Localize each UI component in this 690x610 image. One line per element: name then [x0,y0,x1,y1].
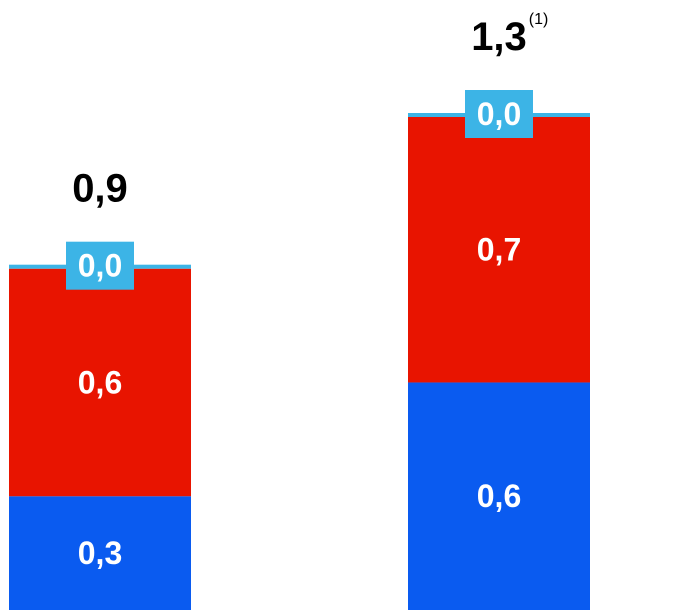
bar-segment-1-2 [9,268,191,497]
segment-label-1-3: 0,0 [78,248,122,284]
segment-label-2-2: 0,7 [477,232,521,268]
segment-badge-1-3 [66,241,134,290]
segment-label-2-3: 0,0 [477,96,521,132]
bar-segment-2-1 [408,382,590,610]
segment-label-1-1: 0,3 [78,535,122,571]
bar-segment-1-1 [9,496,191,610]
segment-label-2-1: 0,6 [477,478,521,514]
segment-label-1-2: 0,6 [78,364,122,400]
bar-segment-2-2 [408,117,590,383]
total-label-2: 1,3 [471,15,527,59]
segment-badge-2-3 [465,90,533,138]
total-label-1: 0,9 [72,167,128,211]
total-footnote-2: (1) [529,11,549,28]
